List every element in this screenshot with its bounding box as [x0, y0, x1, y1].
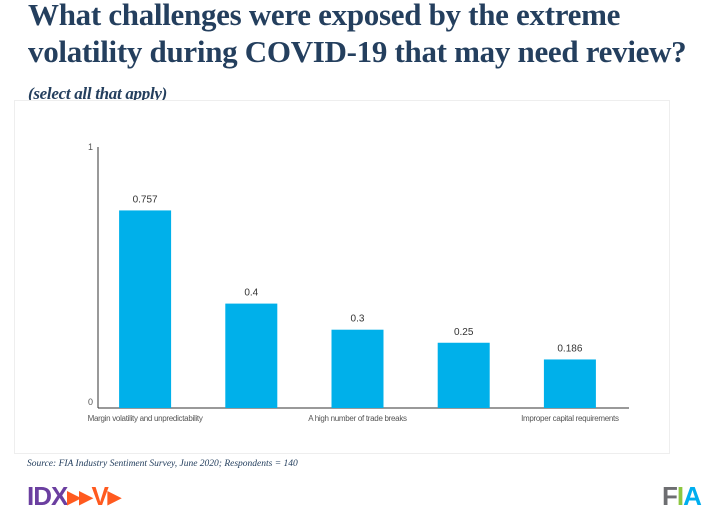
bar: [119, 210, 172, 408]
data-label: 0.3: [351, 314, 365, 325]
x-tick-label: A high number of trade breaks: [308, 414, 407, 423]
data-label: 0.4: [244, 288, 258, 299]
y-tick-label: 1: [88, 142, 93, 152]
bar: [543, 359, 596, 408]
bar: [225, 303, 278, 408]
data-label: 0.757: [133, 194, 158, 205]
title-text: What challenges were exposed by the extr…: [28, 0, 687, 69]
bar: [331, 329, 384, 408]
source-note: Source: FIA Industry Sentiment Survey, J…: [27, 459, 298, 469]
subtitle: (select all that apply): [28, 84, 167, 103]
idx-logo: IDX▸▸V▸: [27, 481, 121, 511]
data-label: 0.186: [557, 343, 582, 354]
bar: [437, 342, 490, 408]
y-tick-label: 0: [88, 397, 93, 407]
fia-logo: FIA: [662, 481, 702, 511]
data-label: 0.25: [454, 327, 474, 338]
x-tick-label: Improper capital requirements: [521, 414, 619, 423]
x-tick-label: Margin volatility and unpredictability: [88, 414, 203, 423]
page-title: What challenges were exposed by the extr…: [28, 0, 727, 112]
